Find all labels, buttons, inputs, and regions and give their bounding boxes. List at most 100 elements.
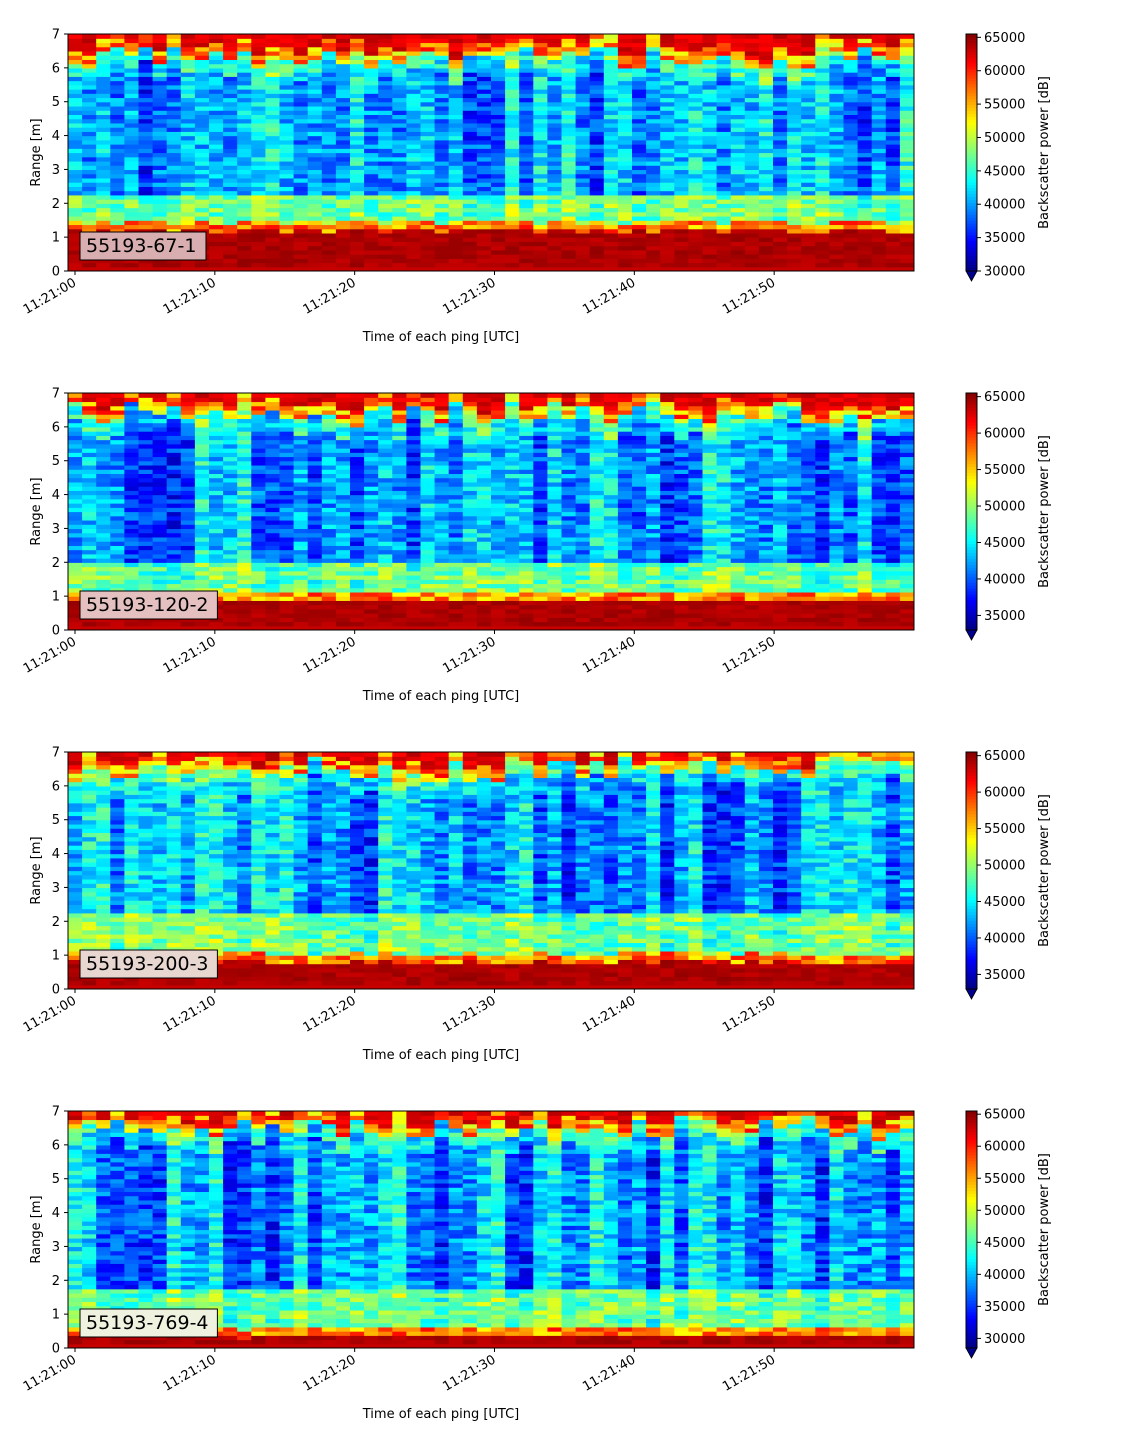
- heatmap-cell: [223, 122, 238, 128]
- heatmap-cell: [307, 232, 323, 238]
- heatmap-cell: [180, 177, 196, 183]
- heatmap-cell: [279, 199, 295, 204]
- heatmap-cell: [265, 473, 281, 479]
- heatmap-cell: [180, 439, 196, 445]
- heatmap-cell: [321, 541, 337, 546]
- heatmap-cell: [265, 494, 281, 500]
- heatmap-cell: [293, 258, 309, 264]
- heatmap-cell: [237, 452, 252, 458]
- heatmap-cell: [617, 232, 633, 238]
- heatmap-cell: [110, 156, 125, 162]
- heatmap-cell: [110, 207, 125, 213]
- heatmap-cell: [293, 477, 309, 483]
- heatmap-cell: [406, 469, 422, 475]
- heatmap-cell: [378, 532, 393, 538]
- heatmap-cell: [251, 245, 266, 251]
- heatmap-cell: [180, 405, 196, 411]
- heatmap-cell: [209, 579, 224, 585]
- heatmap-cell: [68, 258, 83, 264]
- heatmap-cell: [223, 426, 238, 432]
- heatmap-cell: [815, 59, 830, 65]
- heatmap-cell: [589, 131, 605, 137]
- heatmap-cell: [96, 34, 111, 39]
- heatmap-cell: [350, 422, 365, 428]
- heatmap-cell: [180, 469, 196, 475]
- heatmap-cell: [730, 186, 746, 192]
- heatmap-cell: [265, 148, 281, 154]
- heatmap-cell: [462, 228, 478, 234]
- heatmap-cell: [392, 245, 407, 251]
- heatmap-cell: [68, 67, 83, 73]
- heatmap-cell: [335, 524, 351, 530]
- heatmap-cell: [237, 50, 252, 56]
- heatmap-cell: [350, 254, 365, 259]
- heatmap-cell: [420, 532, 436, 538]
- heatmap-cell: [773, 190, 788, 196]
- heatmap-cell: [843, 182, 859, 187]
- heatmap-cell: [758, 232, 774, 238]
- heatmap-cell: [857, 80, 873, 86]
- heatmap-cell: [265, 190, 281, 196]
- heatmap-cell: [364, 122, 379, 128]
- heatmap-cell: [279, 144, 295, 149]
- heatmap-cell: [138, 477, 154, 483]
- heatmap-cell: [166, 401, 182, 407]
- heatmap-cell: [406, 152, 422, 158]
- heatmap-cell: [716, 220, 732, 226]
- heatmap-cell: [603, 139, 619, 145]
- heatmap-cell: [223, 422, 238, 428]
- heatmap-cell: [124, 160, 140, 166]
- heatmap-cell: [660, 131, 675, 137]
- heatmap-cell: [364, 245, 379, 251]
- heatmap-cell: [533, 237, 548, 242]
- heatmap-cell: [82, 118, 97, 124]
- heatmap-cell: [307, 76, 323, 82]
- heatmap-cell: [209, 237, 224, 242]
- heatmap-cell: [265, 186, 281, 192]
- heatmap-cell: [801, 135, 816, 141]
- heatmap-cell: [378, 481, 393, 487]
- heatmap-cell: [603, 97, 619, 103]
- heatmap-cell: [378, 515, 393, 521]
- heatmap-cell: [180, 414, 196, 419]
- heatmap-cell: [829, 215, 845, 221]
- heatmap-cell: [406, 220, 422, 226]
- heatmap-cell: [321, 220, 337, 226]
- heatmap-cell: [561, 228, 577, 234]
- heatmap-cell: [138, 186, 154, 192]
- heatmap-cell: [251, 515, 266, 521]
- heatmap-cell: [307, 460, 323, 466]
- heatmap-cell: [293, 532, 309, 538]
- heatmap-cell: [871, 258, 887, 264]
- heatmap-cell: [857, 211, 873, 217]
- heatmap-cell: [476, 148, 492, 154]
- heatmap-cell: [448, 215, 464, 221]
- heatmap-cell: [152, 165, 168, 171]
- heatmap-cell: [279, 532, 295, 538]
- heatmap-cell: [251, 570, 266, 576]
- heatmap-cell: [152, 515, 168, 521]
- heatmap-cell: [251, 549, 266, 555]
- heatmap-cell: [293, 596, 309, 601]
- heatmap-cell: [491, 110, 506, 116]
- heatmap-cell: [82, 156, 97, 162]
- heatmap-cell: [265, 422, 281, 428]
- heatmap-cell: [632, 245, 647, 251]
- heatmap-cell: [138, 418, 154, 424]
- heatmap-cell: [378, 211, 393, 217]
- heatmap-cell: [575, 105, 591, 111]
- heatmap-cell: [773, 97, 788, 103]
- heatmap-cell: [434, 608, 450, 614]
- heatmap-cell: [744, 76, 760, 82]
- heatmap-cell: [152, 72, 168, 77]
- colorbar-segment: [966, 182, 977, 186]
- heatmap-cell: [491, 50, 506, 56]
- heatmap-cell: [124, 566, 140, 572]
- heatmap-cell: [871, 127, 887, 132]
- heatmap-cell: [194, 42, 210, 48]
- heatmap-cell: [110, 401, 125, 407]
- heatmap-cell: [603, 199, 619, 204]
- heatmap-cell: [646, 228, 661, 234]
- heatmap-cell: [871, 241, 887, 247]
- heatmap-cell: [68, 127, 83, 132]
